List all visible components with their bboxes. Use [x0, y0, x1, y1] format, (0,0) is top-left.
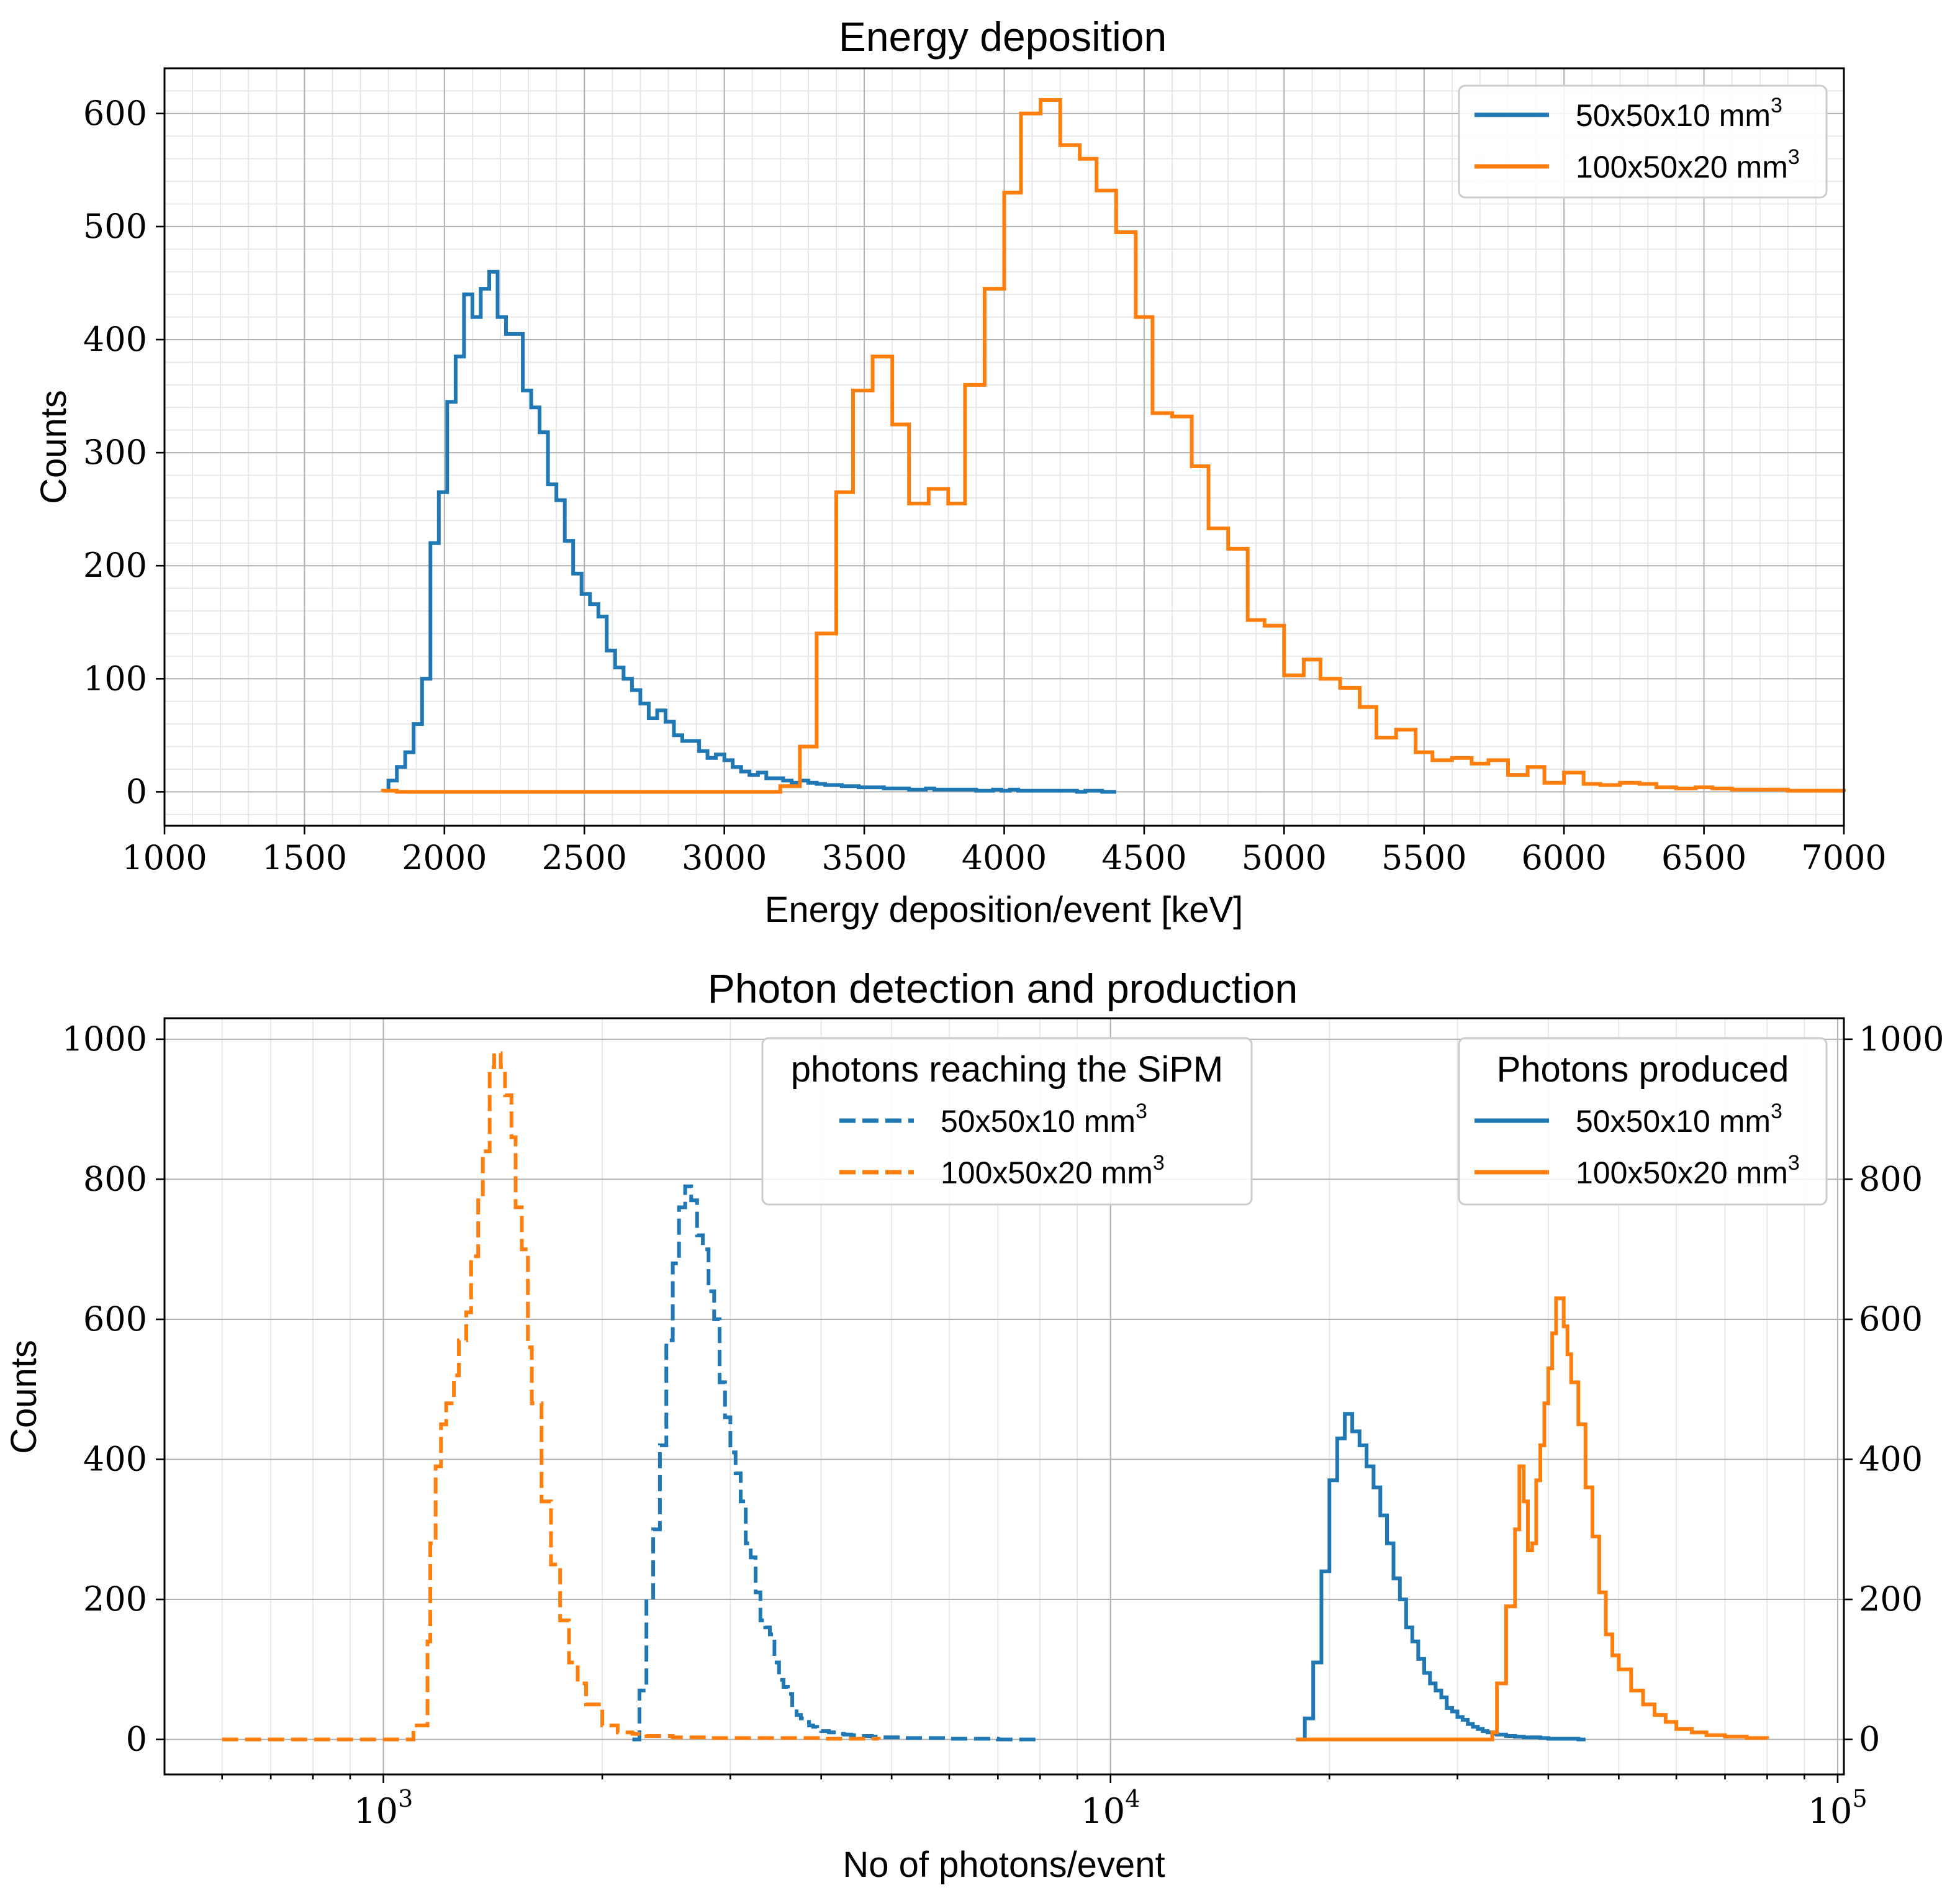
- x-axis-label: Energy deposition/event [keV]: [765, 890, 1244, 930]
- x-tick-label: 4000: [962, 838, 1047, 877]
- y-tick-label: 400: [83, 1440, 147, 1479]
- legend-box: [1458, 84, 1828, 199]
- y-tick-label: 800: [83, 1159, 147, 1198]
- legend-label-0: 50x50x10 mm3: [941, 1100, 1147, 1139]
- x-tick-label: 2000: [402, 838, 487, 877]
- y-tick-label: 500: [83, 207, 147, 246]
- y2-tick-label: 600: [1859, 1299, 1923, 1339]
- y2-tick-label: 200: [1859, 1579, 1923, 1619]
- y-axis-label: Counts: [4, 1340, 44, 1454]
- x-tick-label: 7000: [1801, 838, 1886, 877]
- series-layer: [222, 1051, 1769, 1742]
- y-tick-label: 200: [83, 1579, 147, 1619]
- energy-deposition-panel: Energy deposition 1000 1500 2000 2500 3000 35…: [34, 14, 1887, 930]
- x-tick-label: 6500: [1661, 838, 1746, 877]
- legend-title: photons reaching the SiPM: [791, 1049, 1223, 1090]
- legend-sipm: photons reaching the SiPM 50x50x10 mm3 1…: [761, 1037, 1253, 1206]
- chart-title: Photon detection and production: [708, 965, 1298, 1011]
- legend-label-0: 50x50x10 mm3: [1576, 94, 1782, 133]
- legend-label-1: 100x50x20 mm3: [1576, 145, 1800, 184]
- legend-label-1: 100x50x20 mm3: [941, 1151, 1165, 1190]
- legend: 50x50x10 mm3 100x50x20 mm3: [1458, 84, 1828, 199]
- x-tick-label: 3000: [682, 838, 767, 877]
- y-tick-label: 200: [83, 546, 147, 585]
- series-1-line: [381, 98, 1846, 794]
- legend-box: [1458, 1037, 1828, 1206]
- x-tick-label: 104: [1081, 1785, 1140, 1832]
- y2-tick-label: 1000: [1859, 1019, 1944, 1059]
- grid: [164, 68, 1845, 826]
- legend-box: [761, 1037, 1253, 1206]
- x-tick-label: 3500: [821, 838, 906, 877]
- y-tick-label: 0: [126, 1720, 147, 1759]
- x-tick-label: 105: [1808, 1785, 1867, 1832]
- plot-frame: [163, 1017, 1845, 1776]
- y2-tick-label: 800: [1859, 1159, 1923, 1198]
- y2-tick-label: 0: [1859, 1720, 1880, 1759]
- series-1-line: [222, 1051, 881, 1742]
- legend-produced: Photons produced 50x50x10 mm3 100x50x20 …: [1458, 1037, 1828, 1206]
- x-tick-label: 1000: [122, 838, 207, 877]
- legend-title: Photons produced: [1497, 1049, 1789, 1090]
- photon-panel: Photon detection and production 103 104 10…: [4, 965, 1944, 1885]
- x-tick-label: 103: [354, 1785, 413, 1832]
- y-tick-label: 600: [83, 1299, 147, 1339]
- x-tick-label: 2500: [542, 838, 627, 877]
- x-tick-label: 4500: [1101, 838, 1186, 877]
- y2-tick-label: 400: [1859, 1440, 1923, 1479]
- x-tick-label: 5500: [1381, 838, 1466, 877]
- y-tick-label: 300: [83, 433, 147, 472]
- series-0-line: [632, 1184, 1041, 1742]
- ticks: 103 104 105 0 200 400 600 800 1000 0 200 400 600 800 1…: [62, 1019, 1944, 1832]
- y-axis-label: Counts: [34, 390, 74, 504]
- legend-label-0: 50x50x10 mm3: [1576, 1100, 1782, 1139]
- x-axis-label: No of photons/event: [842, 1845, 1165, 1885]
- chart-title: Energy deposition: [839, 14, 1167, 60]
- x-tick-label: 5000: [1242, 838, 1327, 877]
- series-3-line: [1296, 1296, 1769, 1742]
- series-0-line: [386, 269, 1116, 794]
- y-tick-label: 100: [83, 659, 147, 698]
- x-tick-label: 1500: [262, 838, 347, 877]
- x-tick-label: 6000: [1521, 838, 1606, 877]
- y-tick-label: 1000: [62, 1019, 147, 1059]
- y-tick-label: 600: [83, 94, 147, 133]
- y-tick-label: 400: [83, 320, 147, 359]
- series-2-line: [1296, 1412, 1586, 1742]
- ticks: 1000 1500 2000 2500 3000 3500 4000 4500 5000 5500…: [83, 94, 1887, 877]
- series-layer: [381, 98, 1846, 794]
- legend-label-1: 100x50x20 mm3: [1576, 1151, 1800, 1190]
- y-tick-label: 0: [126, 772, 147, 811]
